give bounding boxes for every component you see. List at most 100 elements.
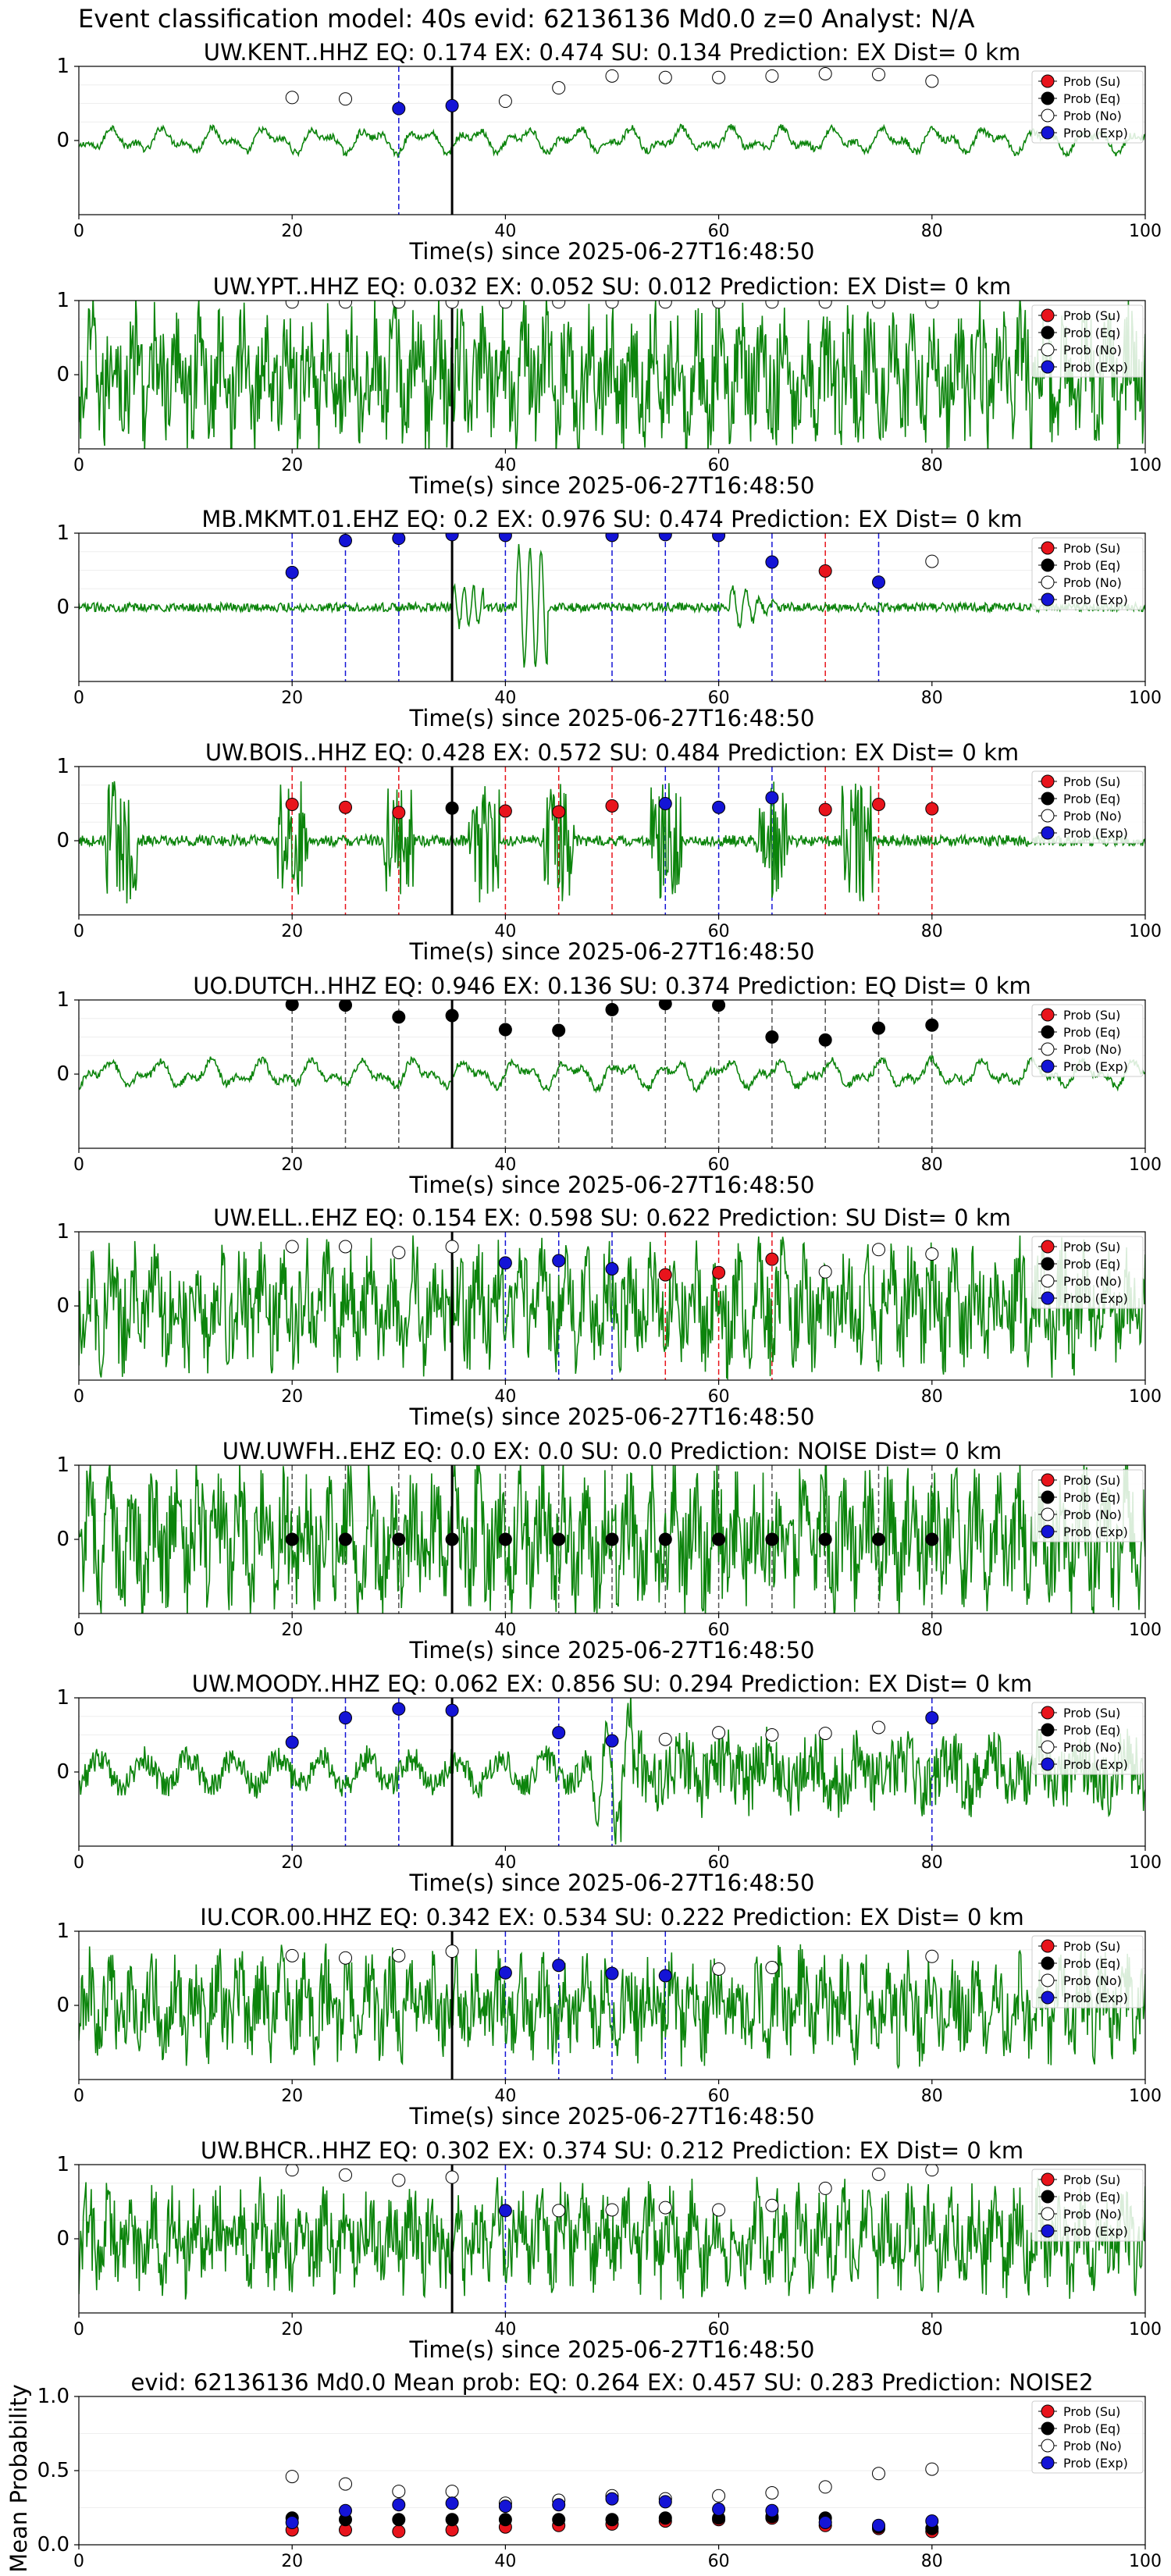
prob-point <box>285 91 299 105</box>
prob-point <box>765 1252 779 1266</box>
prob-point <box>605 533 619 543</box>
x-axis-label: Time(s) since 2025-06-27T16:48:50 <box>409 472 815 499</box>
legend-label: Prob (Su) <box>1063 1939 1120 1954</box>
x-tick-label: 20 <box>281 222 303 241</box>
legend-box <box>1031 1702 1144 1775</box>
legend-marker <box>1041 1059 1055 1073</box>
x-tick-label: 80 <box>921 1853 943 1873</box>
prob-point <box>498 2204 512 2218</box>
x-tick-label: 40 <box>494 2552 516 2571</box>
y-tick-label: 0 <box>56 1528 69 1551</box>
prob-point <box>765 1532 779 1546</box>
prob-point <box>712 1000 726 1012</box>
x-axis-label: Time(s) since 2025-06-27T16:48:50 <box>409 938 815 965</box>
prob-point <box>605 1734 619 1748</box>
mean-point <box>818 2480 832 2494</box>
prob-point <box>712 301 726 309</box>
waveform-trace <box>79 301 1145 449</box>
panel-title: evid: 62136136 Md0.0 Mean prob: EQ: 0.26… <box>130 2369 1093 2396</box>
waveform-trace <box>79 1055 1145 1094</box>
x-tick-label: 40 <box>494 2087 516 2106</box>
x-tick-label: 100 <box>1129 1387 1162 1407</box>
legend-label: Prob (Su) <box>1063 2404 1120 2419</box>
prob-point <box>925 74 939 88</box>
y-tick-label: 0.5 <box>37 2459 69 2482</box>
station-panel: UW.KENT..HHZ EQ: 0.174 EX: 0.474 SU: 0.1… <box>56 39 1162 265</box>
legend-marker <box>1041 1973 1055 1987</box>
plot-content <box>79 1000 1145 1148</box>
prob-point <box>445 1703 459 1717</box>
prob-point <box>339 1711 352 1725</box>
x-tick-label: 60 <box>708 2320 730 2339</box>
plot-content <box>79 767 1145 915</box>
prob-point <box>872 575 885 589</box>
station-panel: MB.MKMT.01.EHZ EQ: 0.2 EX: 0.976 SU: 0.4… <box>56 506 1162 731</box>
station-panel: UW.UWFH..EHZ EQ: 0.0 EX: 0.0 SU: 0.0 Pre… <box>56 1438 1162 1663</box>
x-tick-label: 60 <box>708 1155 730 1175</box>
y-tick-label: 1.0 <box>37 2385 69 2408</box>
legend-label: Prob (Eq) <box>1063 1956 1120 1971</box>
x-axis-label: Time(s) since 2025-06-27T16:48:50 <box>409 1870 815 1896</box>
x-tick-label: 100 <box>1129 922 1162 941</box>
y-tick-label: 0 <box>56 2227 69 2250</box>
y-tick-label: 1 <box>56 988 69 1012</box>
prob-point <box>925 1711 939 1725</box>
prob-point <box>285 301 299 309</box>
mean-point <box>872 2467 885 2481</box>
x-tick-label: 60 <box>708 222 730 241</box>
legend-marker <box>1041 1025 1055 1039</box>
legend-marker <box>1041 1991 1055 2005</box>
legend-label: Prob (Su) <box>1063 2172 1120 2187</box>
legend-label: Prob (Eq) <box>1063 2190 1120 2204</box>
prob-point <box>818 67 832 80</box>
x-tick-label: 100 <box>1129 1853 1162 1873</box>
legend-marker <box>1041 541 1055 555</box>
legend-label: Prob (Eq) <box>1063 1257 1120 1272</box>
prob-point <box>818 564 832 578</box>
legend-marker <box>1041 1507 1055 1521</box>
panel-title: UW.UWFH..EHZ EQ: 0.0 EX: 0.0 SU: 0.0 Pre… <box>222 1438 1002 1464</box>
legend-box <box>1031 537 1144 610</box>
prob-point <box>605 1532 619 1546</box>
prob-point <box>552 1254 566 1268</box>
legend-box <box>1031 304 1144 378</box>
legend-label: Prob (No) <box>1063 343 1122 358</box>
x-tick-label: 20 <box>281 1621 303 1640</box>
x-tick-label: 20 <box>281 688 303 708</box>
legend-box <box>1031 2400 1144 2474</box>
prob-point <box>498 301 512 309</box>
waveform-trace <box>79 1465 1145 1614</box>
waveform-trace <box>79 1943 1145 2069</box>
plot-content <box>79 1465 1145 1614</box>
mean-point <box>498 2513 512 2527</box>
prob-point <box>872 1720 885 1735</box>
legend-label: Prob (Exp) <box>1063 360 1128 375</box>
legend-marker <box>1041 1525 1055 1539</box>
station-panel: UO.DUTCH..HHZ EQ: 0.946 EX: 0.136 SU: 0.… <box>56 973 1162 1198</box>
x-tick-label: 100 <box>1129 2320 1162 2339</box>
mean-point <box>392 2485 406 2499</box>
station-panel: UW.BOIS..HHZ EQ: 0.428 EX: 0.572 SU: 0.4… <box>56 739 1162 965</box>
prob-point <box>765 1961 779 1975</box>
prob-point <box>712 2203 726 2217</box>
prob-point <box>712 1265 726 1279</box>
prob-point <box>658 1732 672 1746</box>
prob-point <box>765 301 779 309</box>
legend-label: Prob (Exp) <box>1063 1291 1128 1306</box>
prob-point <box>818 1265 832 1279</box>
mean-point <box>872 2518 885 2532</box>
y-tick-label: 0 <box>56 1062 69 1086</box>
x-axis-label: Time(s) since 2025-06-27T16:48:50 <box>409 2336 815 2363</box>
y-tick-label: 0 <box>56 363 69 386</box>
mean-point <box>392 2498 406 2512</box>
legend-marker <box>1041 1240 1055 1254</box>
plot-content <box>79 2165 1145 2313</box>
legend-marker <box>1041 2421 1055 2435</box>
prob-point <box>552 301 566 309</box>
prob-point <box>392 533 406 546</box>
x-tick-label: 100 <box>1129 1621 1162 1640</box>
mean-point <box>445 2485 459 2499</box>
mean-point <box>552 2498 566 2512</box>
legend-marker <box>1041 326 1055 340</box>
prob-point <box>498 1532 512 1546</box>
